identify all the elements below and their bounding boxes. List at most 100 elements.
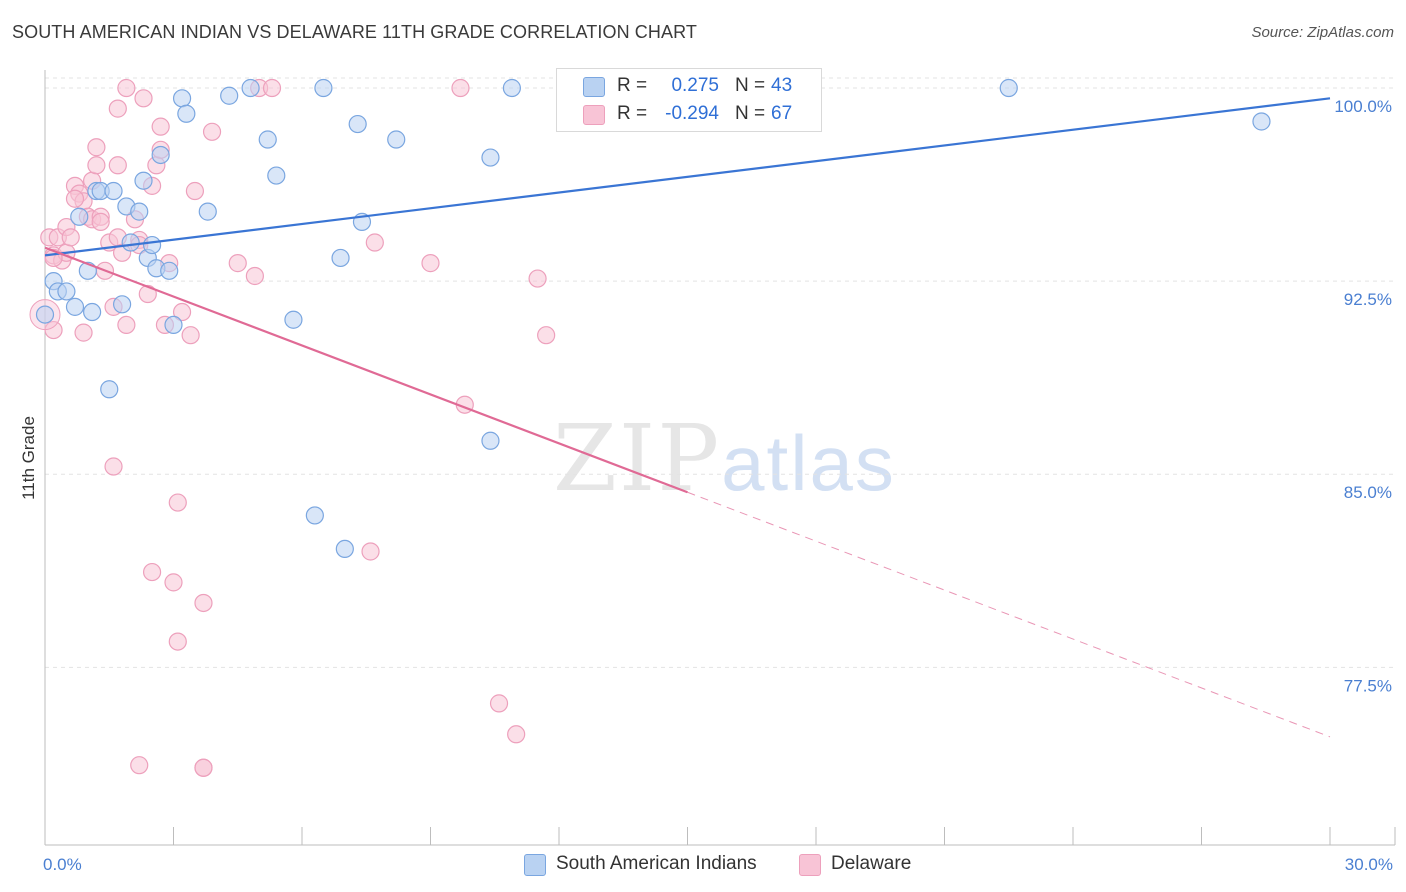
south-american-indian-point [172, 89, 192, 108]
grid-lines [45, 77, 1395, 668]
delaware-point [61, 228, 80, 247]
legend-n-label: N = [735, 75, 766, 96]
south-american-indian-point [284, 310, 303, 329]
delaware-point [87, 138, 106, 157]
delaware-point [151, 117, 170, 136]
legend-r-value: -0.294 [665, 103, 719, 124]
legend-r-value: 0.275 [671, 75, 719, 96]
delaware-point [181, 326, 200, 345]
south-american-indian-point [220, 86, 239, 105]
y-tick-label: 92.5% [1344, 290, 1392, 309]
delaware-point [108, 99, 127, 118]
legend-n-label: N = [735, 103, 766, 124]
south-american-indian-point [481, 148, 500, 167]
delaware-point [365, 233, 384, 252]
legend-swatch-blue [583, 77, 605, 97]
south-american-indian-point [999, 78, 1018, 98]
delaware-point [117, 315, 136, 335]
delaware-point [65, 189, 85, 208]
south-american-indian-point [134, 171, 153, 190]
legend-r-label: R = [617, 75, 648, 96]
south-american-indian-point [83, 302, 102, 322]
south-american-indian-point [151, 145, 170, 165]
south-american-indian-point [241, 78, 260, 98]
south-american-indian-point [348, 114, 367, 134]
south-american-indian-point [35, 305, 55, 324]
south-american-indian-point [481, 431, 500, 450]
south-american-indian-point [198, 202, 217, 221]
legend-swatch-pink [799, 854, 821, 876]
delaware-point [194, 593, 213, 613]
axes [44, 70, 1396, 846]
y-axis-label: 11th Grade [19, 416, 38, 500]
watermark-atlas: atlas [721, 419, 896, 507]
x-tick-label-min: 0.0% [43, 855, 82, 874]
legend-swatch-pink [583, 105, 605, 125]
delaware-point [421, 254, 440, 273]
delaware-point [489, 694, 509, 713]
trend-line-blue [44, 97, 1331, 257]
delaware-point [185, 181, 205, 201]
south-american-indian-point [121, 233, 140, 252]
x-tick-label-max: 30.0% [1345, 855, 1393, 874]
delaware-point [117, 78, 136, 98]
delaware-point [528, 269, 547, 288]
delaware-point [537, 326, 556, 345]
legend-label: Delaware [831, 853, 912, 874]
delaware-point [168, 493, 187, 512]
delaware-point [138, 284, 157, 304]
legend-r-label: R = [617, 103, 648, 124]
delaware-point [451, 78, 470, 98]
y-tick-label: 77.5% [1344, 676, 1392, 695]
south-american-indian-point [314, 78, 333, 98]
delaware-point [245, 266, 264, 286]
south-american-indian-point [331, 248, 350, 268]
delaware-point [87, 156, 106, 175]
delaware-point [104, 457, 123, 476]
delaware-point [228, 254, 247, 273]
delaware-point [108, 156, 127, 175]
south-american-indian-point [100, 380, 119, 399]
delaware-point [361, 542, 380, 561]
legend-row-delaware: R = -0.294 N = 67 [557, 101, 821, 127]
legend-n-value: 43 [771, 75, 793, 96]
delaware-point [164, 573, 183, 592]
delaware-point [130, 756, 149, 775]
delaware-point [202, 122, 222, 141]
south-american-indian-point [1252, 112, 1271, 131]
south-american-indian-point [130, 202, 149, 221]
trend-line-pink-solid [44, 246, 688, 494]
south-american-indian-points [35, 78, 1271, 559]
legend-n-value: 67 [771, 103, 793, 124]
south-american-indian-point [142, 235, 162, 255]
delaware-point [91, 212, 110, 232]
delaware-point [172, 302, 192, 322]
south-american-indian-point [335, 539, 354, 559]
delaware-point [262, 78, 282, 98]
source-credit: Source: ZipAtlas.com [1251, 24, 1394, 41]
trend-lines [44, 97, 1331, 738]
y-tick-label: 100.0% [1334, 97, 1392, 116]
delaware-point [142, 562, 162, 582]
correlation-legend: R = 0.275 N = 43 R = -0.294 N = 67 [556, 68, 822, 132]
south-american-indian-point [104, 181, 123, 201]
delaware-point [507, 725, 526, 744]
south-american-indian-point [164, 315, 183, 335]
delaware-point [194, 758, 213, 777]
south-american-indian-point [70, 207, 89, 226]
south-american-indian-point [258, 130, 277, 149]
legend-row-south-american-indians: R = 0.275 N = 43 [557, 73, 821, 99]
south-american-indian-point [305, 506, 324, 525]
y-tick-label: 85.0% [1344, 483, 1392, 502]
chart-title: SOUTH AMERICAN INDIAN VS DELAWARE 11TH G… [12, 22, 697, 42]
legend-swatch-blue [524, 854, 546, 876]
south-american-indian-point [112, 295, 132, 314]
legend-label: South American Indians [556, 853, 757, 874]
south-american-indian-point [57, 282, 76, 301]
south-american-indian-point [387, 130, 406, 149]
south-american-indian-point [160, 261, 179, 280]
trend-line-pink-dashed [687, 491, 1331, 738]
south-american-indian-point [502, 78, 521, 98]
delaware-point [134, 89, 153, 108]
